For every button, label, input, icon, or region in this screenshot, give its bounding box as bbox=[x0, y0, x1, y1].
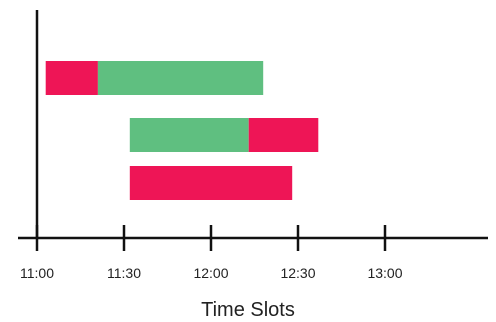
bars-layer bbox=[45, 61, 319, 200]
x-axis-title: Time Slots bbox=[201, 299, 295, 321]
bar-segment-row2-1 bbox=[129, 118, 249, 152]
bar-segment-row2-2 bbox=[248, 118, 319, 152]
x-tick-label-5: 13:00 bbox=[367, 265, 402, 281]
bar-segment-row3-1 bbox=[129, 166, 293, 200]
x-tick-label-3: 12:00 bbox=[193, 265, 228, 281]
bar-segment-row1-1 bbox=[45, 61, 98, 95]
bar-segment-row1-2 bbox=[97, 61, 264, 95]
x-tick-label-2: 11:30 bbox=[107, 265, 141, 281]
x-tick-label-4: 12:30 bbox=[280, 265, 315, 281]
x-ticks-layer: 11:00 11:30 12:00 12:30 13:00 bbox=[20, 225, 403, 281]
x-tick-label-1: 11:00 bbox=[20, 265, 54, 281]
